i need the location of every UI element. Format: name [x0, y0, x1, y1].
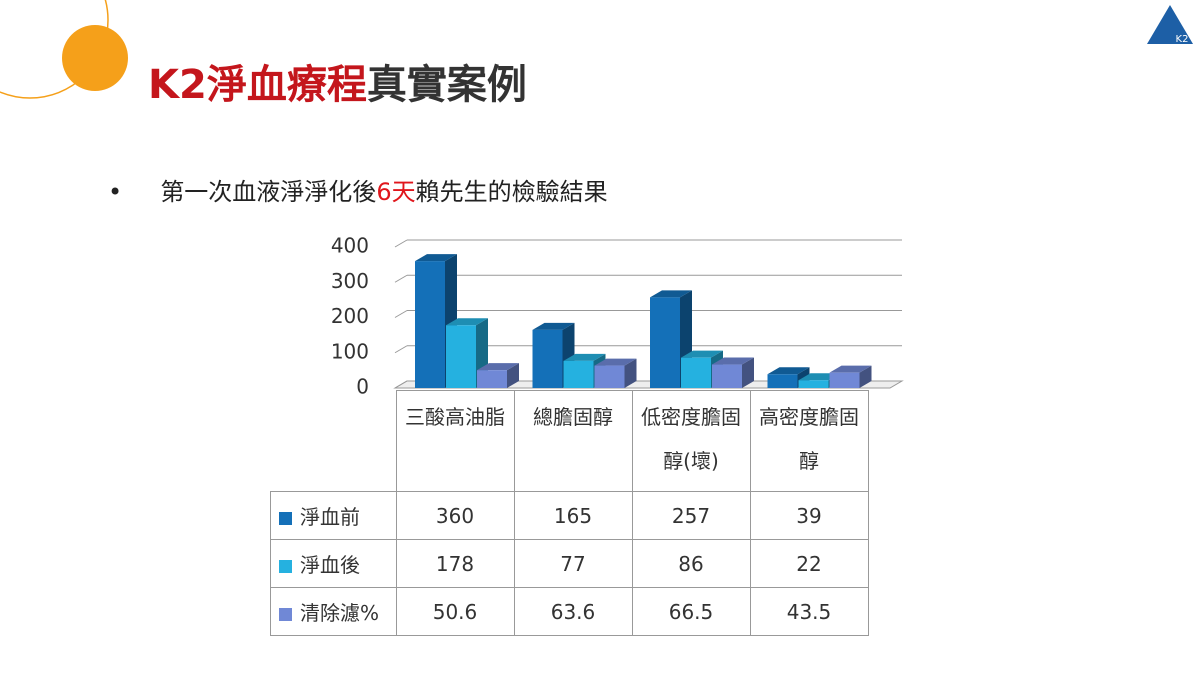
blank-cell: [271, 391, 397, 492]
bullet-highlight: 6天: [376, 178, 416, 206]
category-label: 三酸高油脂: [395, 390, 515, 492]
value-cell: 63.6: [513, 587, 633, 636]
bar: [415, 261, 445, 388]
category-label: 低密度膽固醇(壞): [631, 390, 751, 492]
legend-label: 淨血後: [300, 553, 360, 577]
bar-top: [563, 353, 606, 361]
bar: [650, 297, 680, 388]
bar: [477, 370, 507, 388]
value-cell: 39: [749, 491, 869, 540]
bar: [594, 365, 625, 388]
grid-line: [394, 239, 408, 248]
grid-line: [394, 380, 408, 389]
value-cell: 257: [631, 491, 751, 540]
title-rest: 真實案例: [366, 62, 527, 108]
bar-side: [742, 357, 754, 388]
y-tick-label: 0: [356, 375, 369, 399]
logo-text: K2: [1176, 34, 1189, 45]
value-cell: 77: [513, 539, 633, 588]
y-tick-label: 400: [331, 234, 369, 258]
y-tick-label: 100: [331, 339, 369, 363]
bar-top: [712, 357, 754, 365]
bar: [563, 360, 594, 388]
value-cell: 22: [749, 539, 869, 588]
title: K2淨血療程真實案例: [148, 52, 527, 110]
data-table: 三酸高油脂 總膽固醇 低密度膽固醇(壞) 高密度膽固醇 淨血前 360 165 257 39 淨血…: [270, 390, 869, 636]
bullet: • 第一次血液淨淨化後6天賴先生的檢驗結果: [108, 178, 608, 206]
bar: [681, 357, 711, 388]
category-label: 高密度膽固醇: [749, 390, 869, 492]
value-cell: 178: [395, 539, 515, 588]
legend-entry: 清除濾%: [270, 587, 397, 636]
bar-top: [477, 363, 519, 371]
deco-arc: [0, 0, 109, 99]
bar-top: [446, 318, 488, 326]
grid-line: [394, 345, 408, 354]
bar: [446, 325, 476, 388]
legend-swatch: [279, 512, 292, 525]
bar: [532, 329, 563, 388]
bar-side: [859, 365, 872, 388]
value-cell: 50.6: [395, 587, 515, 636]
series-row: 淨血後 178 77 86 22: [270, 539, 869, 588]
legend-label: 淨血前: [300, 505, 360, 529]
bar-side: [507, 363, 519, 388]
value-cell: 66.5: [631, 587, 751, 636]
header-row: 三酸高油脂 總膽固醇 低密度膽固醇(壞) 高密度膽固醇: [271, 390, 869, 492]
logo-shape: [1147, 5, 1193, 44]
value-cell: 165: [513, 491, 633, 540]
deco-circle: [62, 25, 128, 91]
bar-top: [594, 358, 637, 366]
bar-top: [829, 365, 872, 373]
legend-entry: 淨血前: [270, 491, 397, 540]
series-row: 淨血前 360 165 257 39: [270, 491, 869, 540]
bar-top: [532, 322, 575, 330]
bullet-text: 第一次血液淨淨化後: [160, 178, 377, 206]
legend-swatch: [279, 608, 292, 621]
legend-label: 清除濾%: [300, 601, 380, 625]
grid-line: [394, 310, 408, 318]
bar-top: [681, 350, 723, 358]
y-tick-label: 300: [331, 269, 369, 293]
series-row: 清除濾% 50.6 63.6 66.5 43.5: [270, 587, 869, 636]
category-label: 總膽固醇: [513, 390, 633, 492]
bar: [829, 372, 860, 388]
value-cell: 360: [395, 491, 515, 540]
y-tick-label: 200: [331, 304, 369, 328]
bar-side: [624, 358, 637, 388]
bar: [767, 374, 798, 388]
bar-top: [650, 290, 692, 298]
bullet-text: 賴先生的檢驗結果: [415, 178, 608, 206]
bar: [712, 364, 742, 388]
value-cell: 86: [631, 539, 751, 588]
legend-swatch: [279, 560, 292, 573]
legend-entry: 淨血後: [270, 539, 397, 588]
title-highlight: K2淨血療程: [148, 62, 367, 108]
bar-top: [415, 254, 457, 262]
grid-line: [394, 274, 408, 283]
bar: [798, 380, 829, 388]
bar-top: [767, 367, 810, 375]
value-cell: 43.5: [749, 587, 869, 636]
